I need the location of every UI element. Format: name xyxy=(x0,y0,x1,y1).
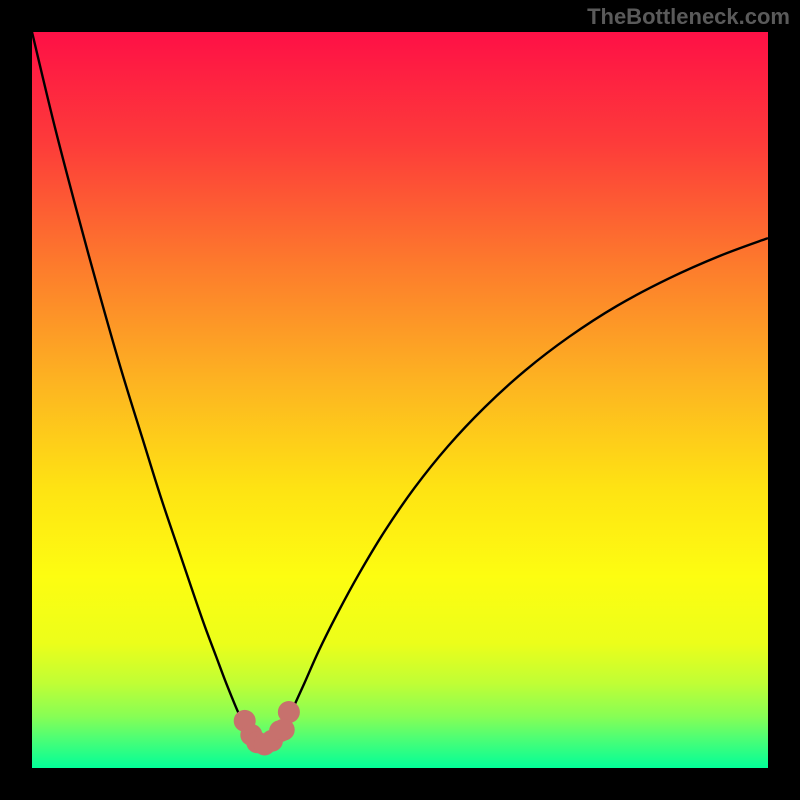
valley-dots xyxy=(234,701,300,755)
curve-right-branch xyxy=(284,238,768,727)
outer-frame: TheBottleneck.com xyxy=(0,0,800,800)
watermark-text: TheBottleneck.com xyxy=(587,4,790,30)
valley-dot xyxy=(273,719,295,741)
plot-area xyxy=(32,32,768,768)
curve-left-branch xyxy=(32,32,248,730)
chart-svg xyxy=(32,32,768,768)
